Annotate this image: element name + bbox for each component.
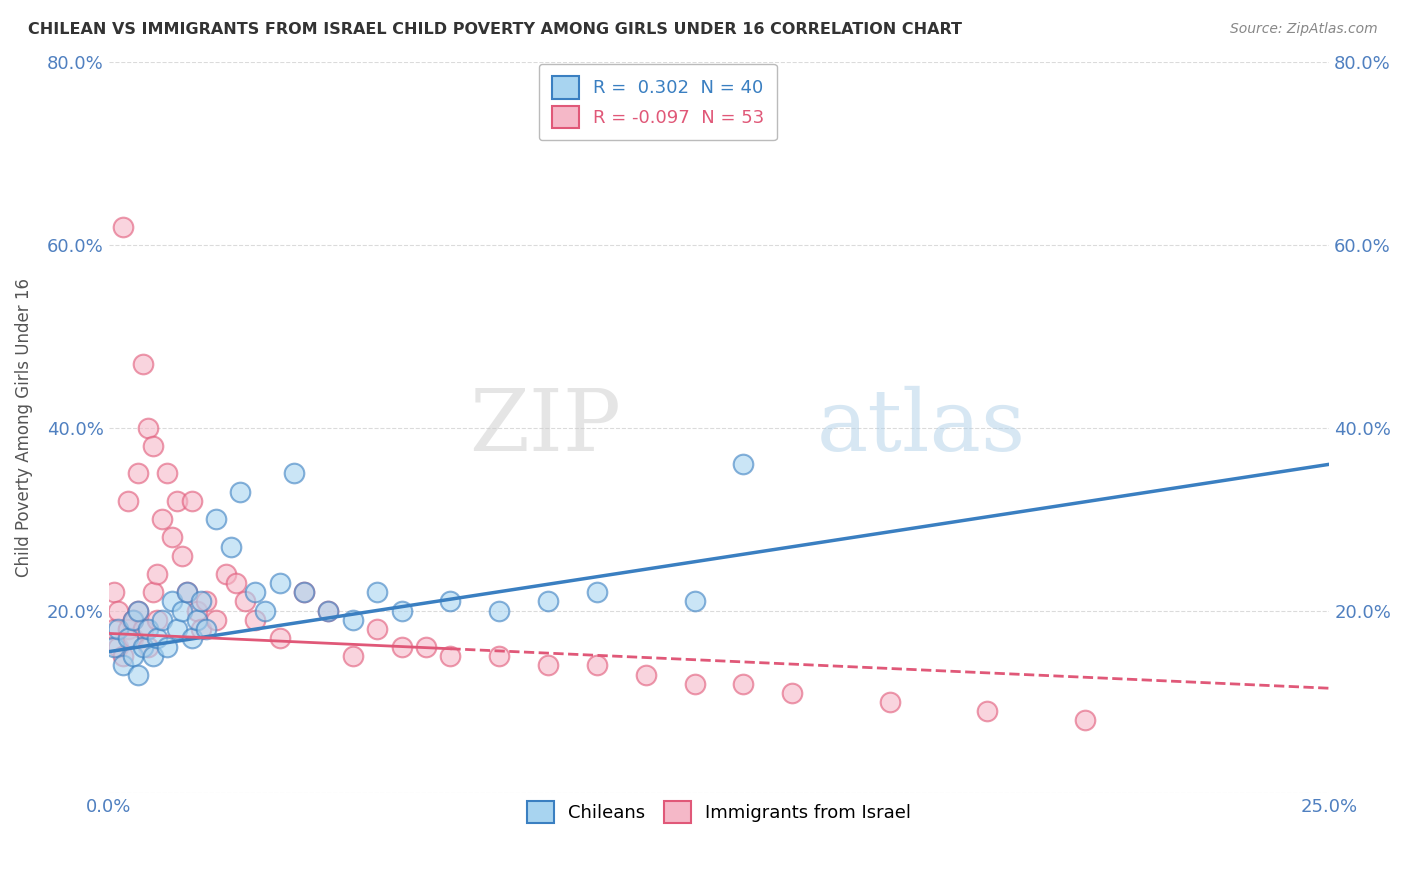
Point — [269, 631, 291, 645]
Point — [136, 622, 159, 636]
Point — [117, 622, 139, 636]
Text: atlas: atlas — [817, 386, 1026, 469]
Point — [229, 484, 252, 499]
Point — [415, 640, 437, 654]
Point — [537, 658, 560, 673]
Point — [142, 439, 165, 453]
Point — [103, 622, 125, 636]
Point — [488, 649, 510, 664]
Point — [586, 585, 609, 599]
Point — [292, 585, 315, 599]
Point — [127, 467, 149, 481]
Point — [146, 566, 169, 581]
Point — [219, 540, 242, 554]
Y-axis label: Child Poverty Among Girls Under 16: Child Poverty Among Girls Under 16 — [15, 278, 32, 577]
Point — [318, 603, 340, 617]
Point — [127, 603, 149, 617]
Point — [225, 576, 247, 591]
Point — [366, 585, 388, 599]
Point — [142, 585, 165, 599]
Point — [107, 640, 129, 654]
Point — [160, 530, 183, 544]
Point — [132, 357, 155, 371]
Point — [170, 549, 193, 563]
Point — [318, 603, 340, 617]
Point — [186, 603, 208, 617]
Point — [586, 658, 609, 673]
Point — [146, 631, 169, 645]
Point — [146, 613, 169, 627]
Point — [1074, 713, 1097, 727]
Point — [243, 585, 266, 599]
Point — [170, 603, 193, 617]
Point — [439, 649, 461, 664]
Point — [166, 494, 188, 508]
Text: Source: ZipAtlas.com: Source: ZipAtlas.com — [1230, 22, 1378, 37]
Point — [733, 458, 755, 472]
Text: CHILEAN VS IMMIGRANTS FROM ISRAEL CHILD POVERTY AMONG GIRLS UNDER 16 CORRELATION: CHILEAN VS IMMIGRANTS FROM ISRAEL CHILD … — [28, 22, 962, 37]
Point — [176, 585, 198, 599]
Point — [186, 613, 208, 627]
Point — [733, 676, 755, 690]
Point — [190, 622, 212, 636]
Point — [136, 640, 159, 654]
Point — [122, 613, 145, 627]
Point — [103, 640, 125, 654]
Point — [122, 613, 145, 627]
Point — [205, 613, 228, 627]
Text: ZIP: ZIP — [470, 386, 621, 469]
Point — [205, 512, 228, 526]
Point — [117, 631, 139, 645]
Point — [683, 594, 706, 608]
Point — [107, 622, 129, 636]
Point — [136, 421, 159, 435]
Point — [366, 622, 388, 636]
Point — [215, 566, 238, 581]
Point — [195, 594, 218, 608]
Point — [391, 640, 413, 654]
Point — [127, 603, 149, 617]
Point — [683, 676, 706, 690]
Point — [283, 467, 305, 481]
Point — [112, 658, 135, 673]
Point — [112, 649, 135, 664]
Point — [391, 603, 413, 617]
Point — [117, 494, 139, 508]
Legend: Chileans, Immigrants from Israel: Chileans, Immigrants from Israel — [515, 789, 924, 836]
Point — [150, 512, 173, 526]
Point — [142, 649, 165, 664]
Point — [537, 594, 560, 608]
Point — [976, 704, 998, 718]
Point — [180, 494, 202, 508]
Point — [122, 631, 145, 645]
Point — [243, 613, 266, 627]
Point — [342, 613, 364, 627]
Point — [879, 695, 901, 709]
Point — [176, 585, 198, 599]
Point — [107, 603, 129, 617]
Point — [780, 686, 803, 700]
Point — [195, 622, 218, 636]
Point — [253, 603, 276, 617]
Point — [132, 622, 155, 636]
Point — [150, 613, 173, 627]
Point — [488, 603, 510, 617]
Point — [112, 219, 135, 234]
Point — [342, 649, 364, 664]
Point — [439, 594, 461, 608]
Point — [180, 631, 202, 645]
Point — [103, 585, 125, 599]
Point — [132, 640, 155, 654]
Point — [127, 667, 149, 681]
Point — [269, 576, 291, 591]
Point — [233, 594, 256, 608]
Point — [156, 640, 179, 654]
Point — [634, 667, 657, 681]
Point — [292, 585, 315, 599]
Point — [122, 649, 145, 664]
Point — [156, 467, 179, 481]
Point — [190, 594, 212, 608]
Point — [160, 594, 183, 608]
Point — [166, 622, 188, 636]
